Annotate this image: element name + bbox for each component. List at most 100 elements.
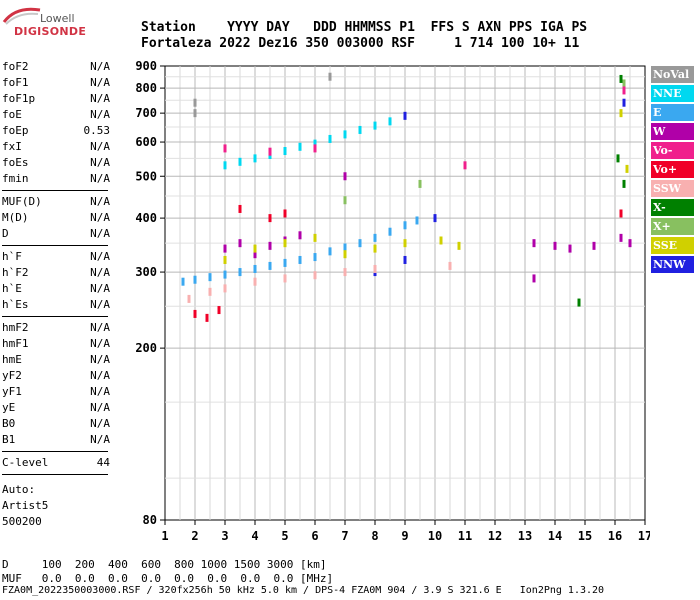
echo-mark-sse (283, 239, 287, 248)
echo-mark-ssw (313, 271, 317, 280)
echo-mark-nne (358, 125, 362, 134)
param-label: yF2 (2, 369, 22, 382)
echo-mark-voplus (619, 209, 623, 218)
param-label: h`E (2, 282, 22, 295)
echo-mark-vominus (268, 147, 272, 156)
echo-mark-nne (223, 161, 227, 170)
echo-mark-vominus (463, 161, 467, 170)
param-label: yF1 (2, 385, 22, 398)
param-label: foE (2, 108, 22, 121)
echo-mark-sse (313, 233, 317, 242)
echo-mark-voplus (217, 306, 221, 315)
echo-mark-xminus (577, 298, 581, 307)
legend-item-nnw: NNW (651, 256, 694, 273)
param-label: B0 (2, 417, 16, 430)
distance-row: D 100 200 400 600 800 1000 1500 3000 [km… (2, 558, 327, 571)
echo-mark-w (343, 172, 347, 181)
param-label: fmin (2, 172, 29, 185)
echo-mark-ssw (373, 264, 377, 273)
x-tick-label: 8 (371, 529, 378, 543)
echo-mark-nne (253, 154, 257, 163)
echo-mark-w (532, 239, 536, 248)
param-value: N/A (90, 211, 110, 224)
param-value: N/A (90, 321, 110, 334)
param-separator (2, 190, 108, 191)
header-row-labels: Station YYYY DAY DDD HHMMSS P1 FFS S AXN… (141, 20, 588, 35)
legend-item-e: E (651, 104, 694, 121)
x-tick-label: 1 (161, 529, 168, 543)
echo-mark-nnw (403, 255, 407, 264)
y-tick-label: 600 (135, 135, 157, 149)
param-label: yE (2, 401, 16, 414)
param-row-foe: foE N/A (2, 108, 110, 123)
echo-mark-nnw (622, 98, 626, 107)
echo-mark-w (628, 239, 632, 248)
echo-mark-sse (457, 241, 461, 250)
echo-mark-noval (328, 72, 332, 81)
echo-mark-e (313, 253, 317, 262)
param-label: foF1p (2, 92, 36, 105)
echo-mark-nne (343, 130, 347, 139)
echo-mark-e (328, 247, 332, 256)
param-label: fxI (2, 140, 22, 153)
echo-mark-ssw (448, 261, 452, 270)
param-value: N/A (90, 156, 110, 169)
echo-mark-sse (439, 236, 443, 245)
param-value: N/A (90, 353, 110, 366)
param-row-fmin: fmin N/A (2, 172, 110, 187)
echo-mark-e (238, 268, 242, 277)
param-row-d: D N/A (2, 227, 110, 242)
ionogram-chart: 1 2 3 4 5 6 7 8 9 10 11 12 13 14 15 16 17802003004005006… (135, 59, 650, 543)
echo-mark-sse (403, 239, 407, 248)
param-row-hf: h`F N/A (2, 250, 110, 265)
echo-mark-nne (373, 121, 377, 130)
param-value: N/A (90, 92, 110, 105)
legend-item-xminus: X- (651, 199, 694, 216)
echo-mark-ssw (343, 268, 347, 277)
echo-mark-e (373, 233, 377, 242)
echo-mark-e (415, 216, 419, 225)
legend-item-ssw: SSW (651, 180, 694, 197)
param-label: foEs (2, 156, 29, 169)
echo-mark-e (388, 227, 392, 236)
auto-scaling-line: Auto: (2, 483, 36, 496)
param-row-clevel: C-level 44 (2, 456, 110, 471)
x-tick-label: 15 (578, 529, 592, 543)
x-tick-label: 17 (638, 529, 650, 543)
param-value: N/A (90, 433, 110, 446)
echo-mark-e (283, 258, 287, 267)
param-value: N/A (90, 227, 110, 240)
echo-mark-e (358, 239, 362, 248)
param-value: N/A (90, 337, 110, 350)
param-label: foF2 (2, 60, 29, 73)
echo-mark-nne (238, 157, 242, 166)
legend-item-sse: SSE (651, 237, 694, 254)
y-tick-label: 800 (135, 81, 157, 95)
echo-mark-ssw (208, 287, 212, 296)
x-tick-label: 11 (458, 529, 472, 543)
param-label: foF1 (2, 76, 29, 89)
param-row-hmf1: hmF1 N/A (2, 337, 110, 352)
echo-mark-noval (193, 109, 197, 118)
param-label: foEp (2, 124, 29, 137)
param-value: N/A (90, 76, 110, 89)
digisonde-logo-swoosh (2, 7, 41, 25)
param-value: N/A (90, 140, 110, 153)
echo-mark-e (193, 275, 197, 284)
x-tick-label: 7 (341, 529, 348, 543)
x-tick-label: 2 (191, 529, 198, 543)
param-label: hmF1 (2, 337, 29, 350)
param-separator (2, 474, 108, 475)
param-label: C-level (2, 456, 49, 469)
echo-mark-voplus (268, 214, 272, 223)
y-tick-label: 400 (135, 211, 157, 225)
echo-mark-sse (223, 255, 227, 264)
echo-mark-w (223, 244, 227, 253)
x-tick-label: 4 (251, 529, 258, 543)
echo-mark-ssw (253, 277, 257, 286)
param-row-foes: foEs N/A (2, 156, 110, 171)
param-value: N/A (90, 172, 110, 185)
param-value: N/A (90, 417, 110, 430)
echo-mark-xminus (619, 74, 623, 83)
param-row-hes: h`Es N/A (2, 298, 110, 313)
